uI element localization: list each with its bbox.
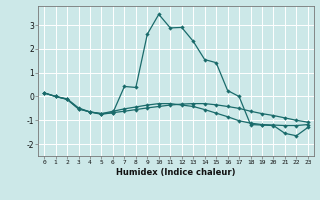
X-axis label: Humidex (Indice chaleur): Humidex (Indice chaleur) xyxy=(116,168,236,177)
